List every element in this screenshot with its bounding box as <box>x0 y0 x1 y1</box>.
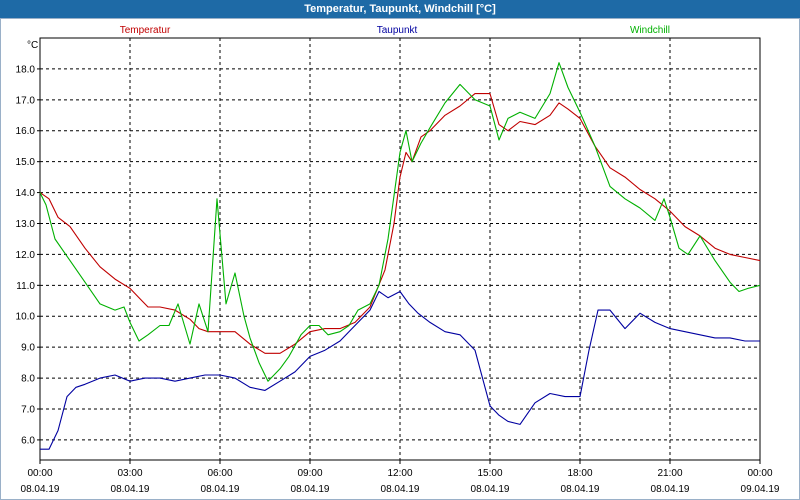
axes: 6.0 7.0 8.0 9.0 10.0 11.0 12.0 13.0 14.0 15.0 16.0… <box>16 64 780 495</box>
y-tick-label: 6.0 <box>21 435 35 446</box>
y-tick-label: 9.0 <box>21 343 35 354</box>
grid <box>40 38 760 460</box>
y-tick-label: 14.0 <box>16 188 36 199</box>
y-axis-unit-label: °C <box>27 40 38 51</box>
legend-taupunkt: Taupunkt <box>377 25 418 36</box>
x-tick-time-label: 09:00 <box>297 468 322 479</box>
y-tick-label: 16.0 <box>16 126 36 137</box>
x-tick-date-label: 08.04.19 <box>651 484 690 495</box>
series <box>39 62 761 450</box>
window-title: Temperatur, Taupunkt, Windchill [°C] <box>0 0 800 18</box>
x-tick-time-label: 00:00 <box>27 468 52 479</box>
x-tick-date-label: 09.04.19 <box>741 484 780 495</box>
legend-temperatur: Temperatur <box>120 25 171 36</box>
y-tick-label: 12.0 <box>16 250 36 261</box>
x-tick-time-label: 18:00 <box>567 468 592 479</box>
x-tick-date-label: 08.04.19 <box>201 484 240 495</box>
y-tick-label: 11.0 <box>16 281 35 292</box>
x-tick-time-label: 15:00 <box>477 468 502 479</box>
y-tick-label: 13.0 <box>16 219 36 230</box>
x-tick-time-label: 12:00 <box>387 468 412 479</box>
y-tick-label: 10.0 <box>16 312 36 323</box>
y-tick-label: 17.0 <box>16 95 36 106</box>
x-tick-date-label: 08.04.19 <box>561 484 600 495</box>
y-tick-label: 7.0 <box>21 404 35 415</box>
x-tick-date-label: 08.04.19 <box>381 484 420 495</box>
x-tick-date-label: 08.04.19 <box>111 484 150 495</box>
series-line-temperatur <box>39 93 761 354</box>
x-tick-date-label: 08.04.19 <box>21 484 60 495</box>
legend: Temperatur Taupunkt Windchill <box>120 25 670 36</box>
x-tick-date-label: 08.04.19 <box>291 484 330 495</box>
x-tick-time-label: 21:00 <box>657 468 682 479</box>
y-tick-label: 15.0 <box>16 157 36 168</box>
y-tick-label: 18.0 <box>16 64 36 75</box>
x-tick-date-label: 08.04.19 <box>471 484 510 495</box>
y-tick-label: 8.0 <box>21 374 35 385</box>
x-tick-time-label: 00:00 <box>747 468 772 479</box>
legend-windchill: Windchill <box>630 25 670 36</box>
x-tick-time-label: 06:00 <box>207 468 232 479</box>
x-tick-time-label: 03:00 <box>117 468 142 479</box>
series-line-taupunkt <box>40 290 760 450</box>
series-line-windchill <box>39 62 761 382</box>
